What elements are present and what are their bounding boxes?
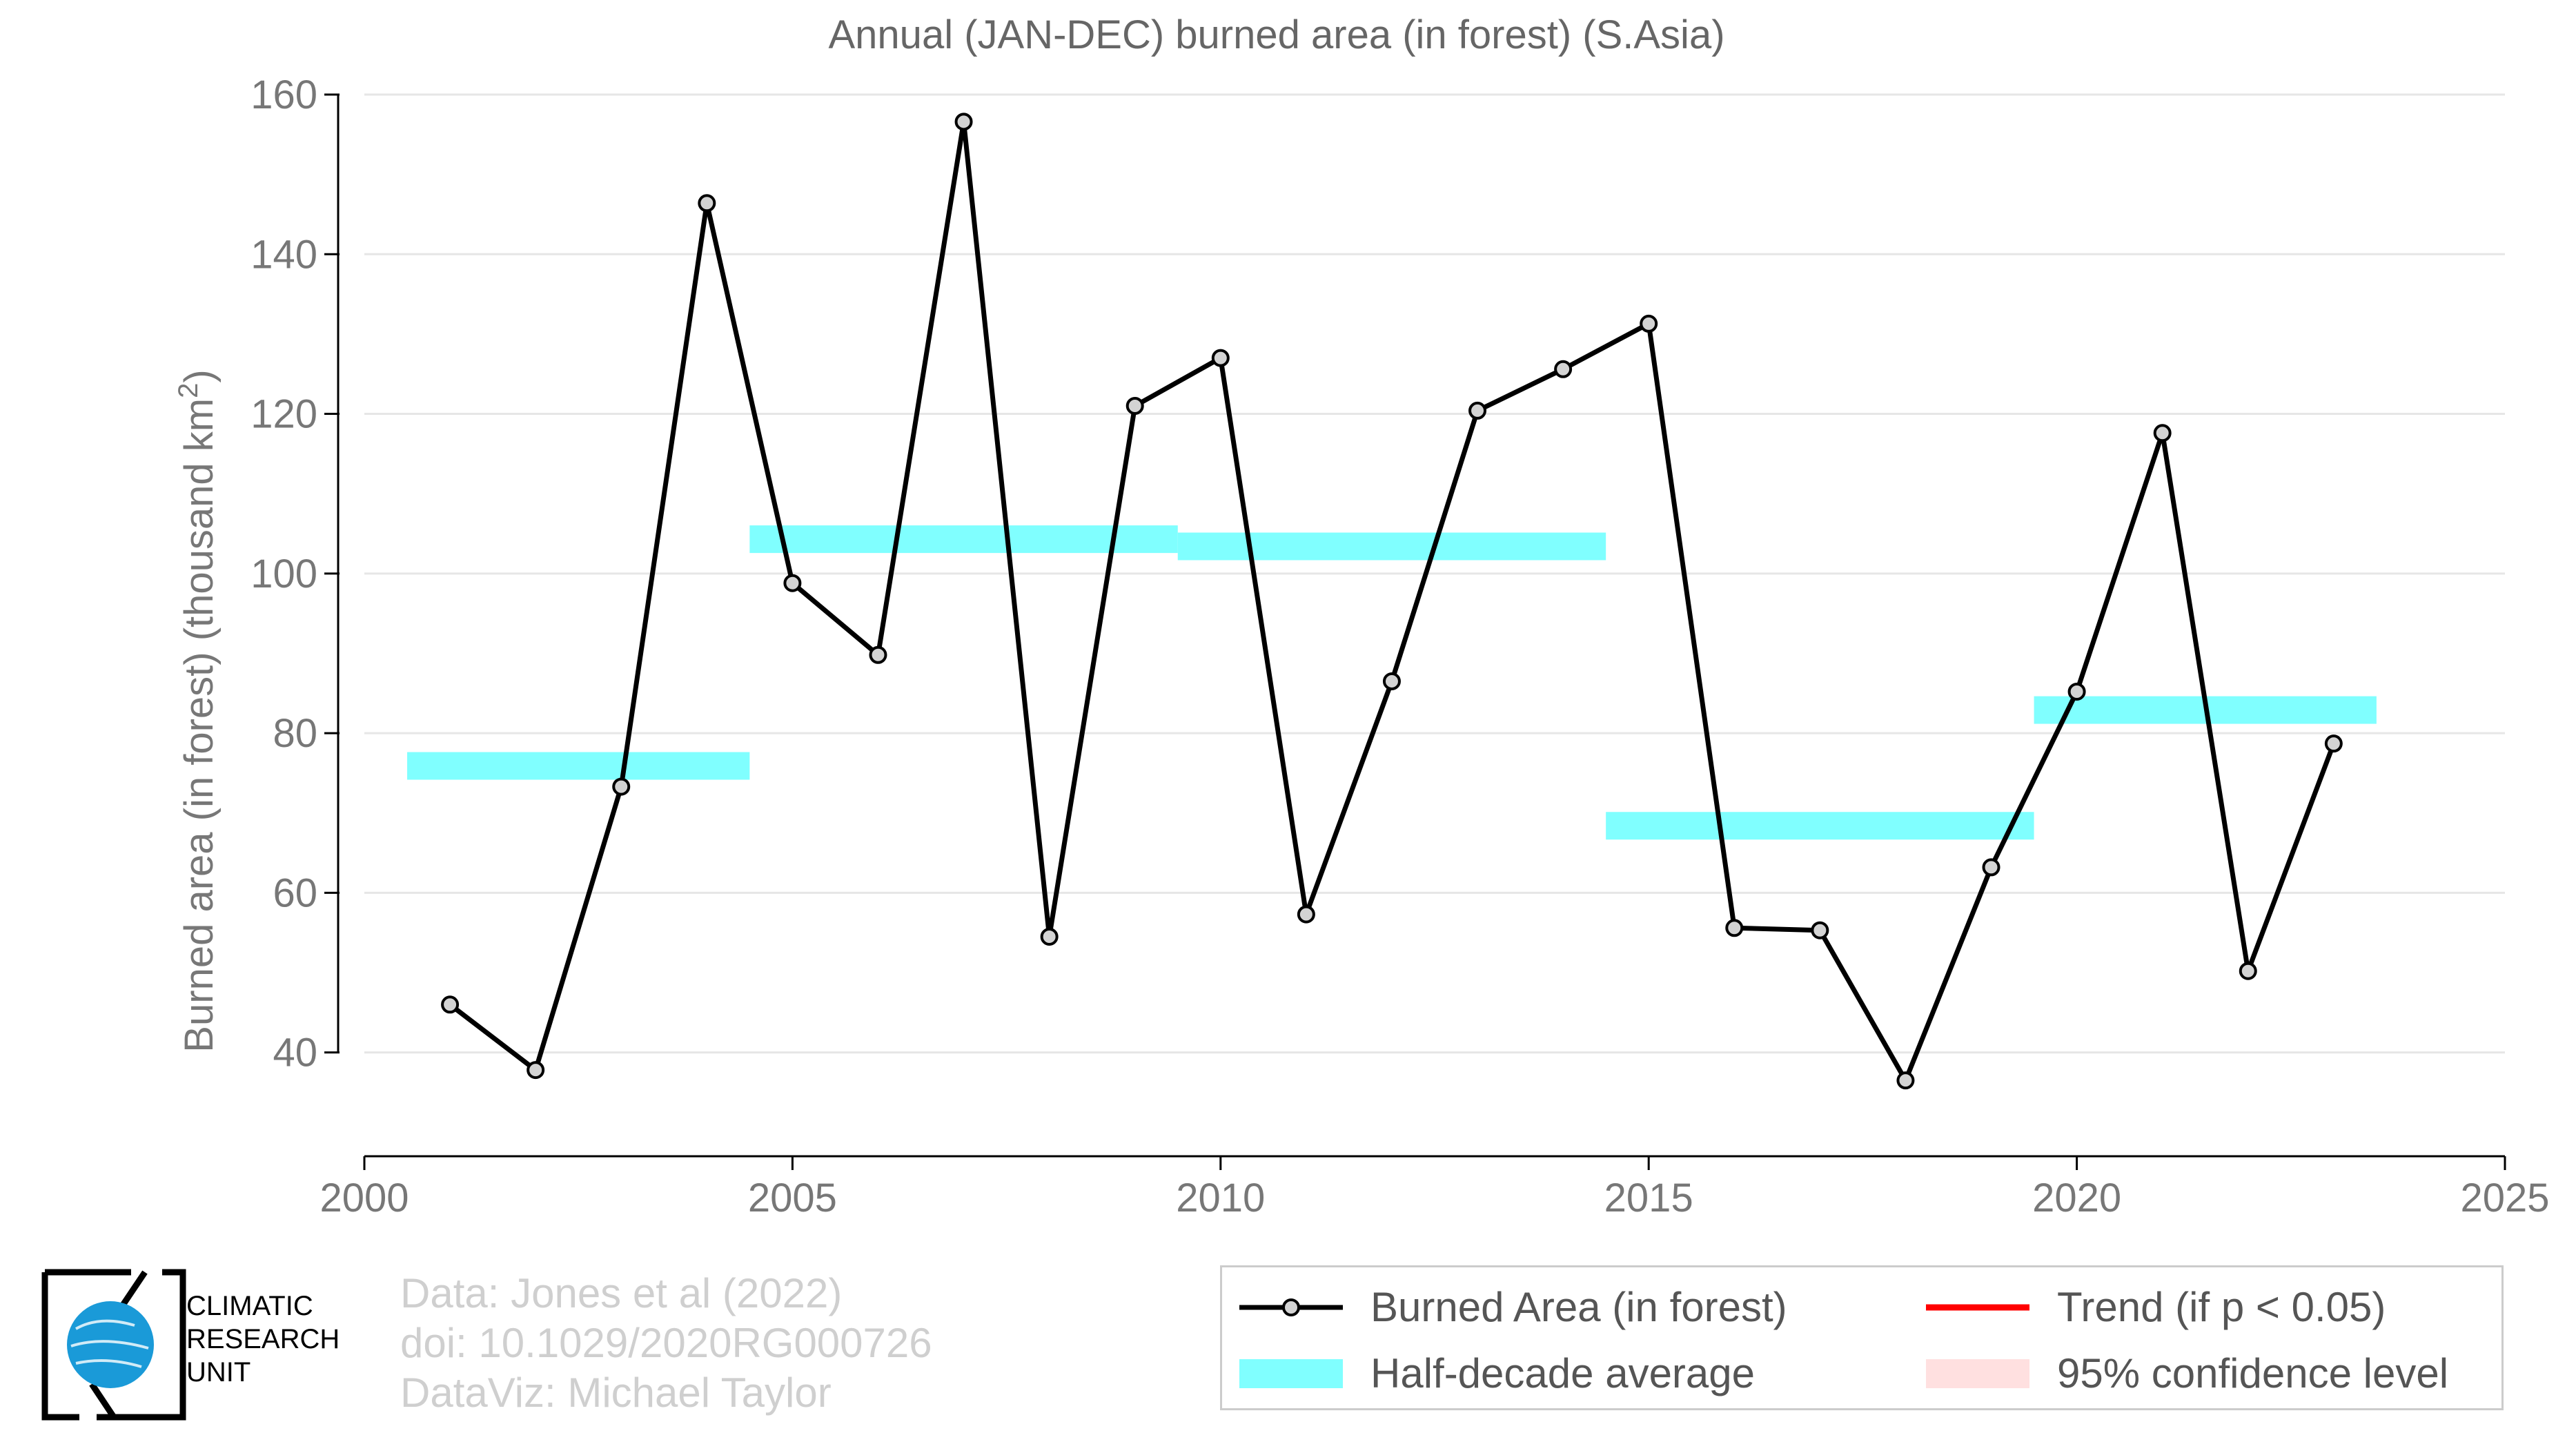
y-tick-label: 120 — [250, 392, 317, 437]
y-tick-label: 100 — [250, 552, 317, 596]
half-decade-band — [407, 752, 750, 780]
data-point — [441, 995, 460, 1014]
data-point — [1896, 1071, 1915, 1090]
legend-label-confidence: 95% confidence level — [2057, 1350, 2448, 1396]
legend-label-half-decade: Half-decade average — [1370, 1350, 1755, 1396]
data-point — [869, 645, 887, 664]
y-tick-label: 80 — [273, 711, 317, 756]
credit-doi: doi: 10.1029/2020RG000726 — [400, 1320, 932, 1366]
legend-label-burned-area: Burned Area (in forest) — [1370, 1284, 1787, 1330]
logo-line-1: CLIMATIC — [186, 1291, 313, 1321]
data-point — [1640, 314, 1658, 333]
data-point — [1297, 905, 1315, 924]
half-decade-band — [1177, 532, 1606, 561]
y-tick-label: 160 — [250, 72, 317, 117]
data-credits: Data: Jones et al (2022) doi: 10.1029/20… — [400, 1269, 932, 1418]
data-point — [2324, 734, 2343, 753]
logo-line-2: RESEARCH — [186, 1324, 340, 1354]
data-point — [2239, 962, 2257, 980]
data-points — [441, 113, 2343, 1090]
x-tick-label: 2020 — [2032, 1176, 2121, 1220]
axes: 40 60 80 100 120 140 160 2000 2005 2010 2015 2020 20… — [250, 72, 2549, 1220]
x-tick-label: 2025 — [2460, 1176, 2549, 1220]
data-point — [2153, 424, 2172, 442]
y-axis-label: Burned area (in forest) (thousand km2) — [173, 369, 222, 1052]
x-tick-label: 2015 — [1604, 1176, 1693, 1220]
logo-line-3: UNIT — [186, 1357, 251, 1387]
legend-item-burned-area: Burned Area (in forest) — [1239, 1284, 1787, 1330]
half-decade-band — [1606, 812, 2034, 840]
data-point — [1125, 396, 1144, 415]
data-point — [527, 1061, 545, 1080]
data-point — [1211, 349, 1230, 367]
series-line-burned-area — [448, 119, 2337, 1083]
y-tick-label: 60 — [273, 870, 317, 915]
x-tick-label: 2005 — [748, 1176, 837, 1220]
data-point — [1040, 927, 1059, 946]
legend-item-trend: Trend (if p < 0.05) — [1926, 1284, 2386, 1330]
chart-title: Annual (JAN-DEC) burned area (in forest)… — [828, 12, 1724, 57]
data-point — [1725, 919, 1744, 937]
data-point — [1382, 672, 1401, 690]
legend-label-trend: Trend (if p < 0.05) — [2057, 1284, 2386, 1330]
data-point — [1811, 921, 1829, 939]
credit-dataviz: DataViz: Michael Taylor — [400, 1370, 832, 1416]
cru-logo — [41, 1269, 186, 1421]
data-point — [698, 194, 716, 213]
legend-item-half-decade: Half-decade average — [1239, 1350, 1755, 1396]
half-decade-band — [749, 525, 1178, 554]
x-tick-label: 2000 — [319, 1176, 409, 1220]
chart: 40 60 80 100 120 140 160 2000 2005 2010 2015 2020 20… — [173, 12, 2550, 1220]
y-tick-label: 40 — [273, 1031, 317, 1075]
data-point — [954, 113, 973, 131]
logo-text: CLIMATIC RESEARCH UNIT — [186, 1289, 340, 1389]
gridlines — [364, 93, 2505, 1054]
credit-data-source: Data: Jones et al (2022) — [400, 1270, 843, 1316]
data-point — [612, 777, 631, 796]
data-point — [1554, 360, 1573, 378]
x-tick-label: 2010 — [1176, 1176, 1265, 1220]
data-point — [783, 574, 802, 592]
data-point — [2067, 682, 2086, 701]
data-point — [1468, 401, 1487, 420]
legend: Burned Area (in forest) Trend (if p < 0.… — [1220, 1265, 2504, 1410]
legend-item-confidence: 95% confidence level — [1926, 1350, 2448, 1396]
data-point — [1982, 858, 2000, 877]
y-tick-label: 140 — [250, 232, 317, 277]
